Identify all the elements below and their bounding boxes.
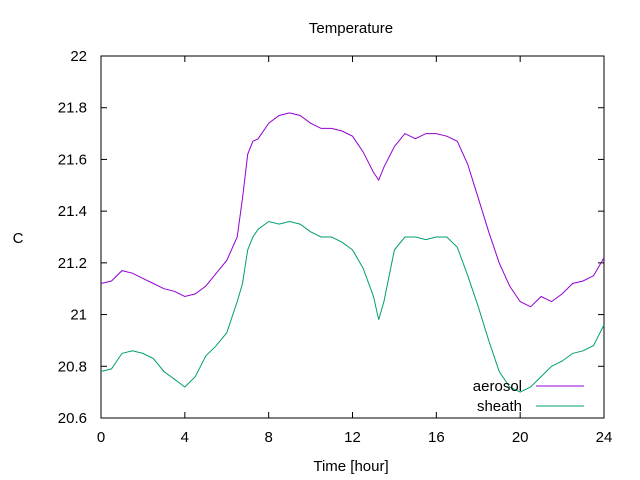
x-tick-label: 20 bbox=[512, 429, 529, 446]
axis-tick-labels: 0 4 8 12 16 20 24 20.6 20.8 21 21.2 21.4 21.6 21.8 22 bbox=[58, 48, 613, 446]
series-line-sheath bbox=[100, 220, 605, 393]
plot-frame bbox=[100, 55, 605, 419]
y-tick-label: 21.6 bbox=[58, 151, 87, 168]
legend-label-sheath: sheath bbox=[477, 398, 522, 415]
y-tick-label: 21 bbox=[70, 307, 87, 324]
y-tick-label: 21.2 bbox=[58, 255, 87, 272]
x-axis-label: Time [hour] bbox=[313, 458, 388, 475]
series-lines bbox=[100, 112, 605, 393]
x-tick-label: 24 bbox=[596, 429, 613, 446]
y-axis-label: C bbox=[13, 230, 24, 247]
x-tick-label: 12 bbox=[344, 429, 361, 446]
chart-title: Temperature bbox=[309, 20, 393, 37]
legend-label-aerosol: aerosol bbox=[473, 378, 522, 395]
series-line-aerosol bbox=[100, 112, 605, 308]
y-tick-label: 20.6 bbox=[58, 410, 87, 427]
legend: aerosol sheath bbox=[473, 378, 584, 415]
y-tick-label: 21.4 bbox=[58, 203, 87, 220]
x-tick-label: 0 bbox=[97, 429, 105, 446]
y-tick-label: 20.8 bbox=[58, 358, 87, 375]
x-tick-label: 16 bbox=[428, 429, 445, 446]
y-tick-label: 21.8 bbox=[58, 100, 87, 117]
y-tick-label: 22 bbox=[70, 48, 87, 65]
axis-ticks bbox=[100, 55, 605, 419]
x-tick-label: 4 bbox=[181, 429, 189, 446]
x-tick-label: 8 bbox=[264, 429, 272, 446]
